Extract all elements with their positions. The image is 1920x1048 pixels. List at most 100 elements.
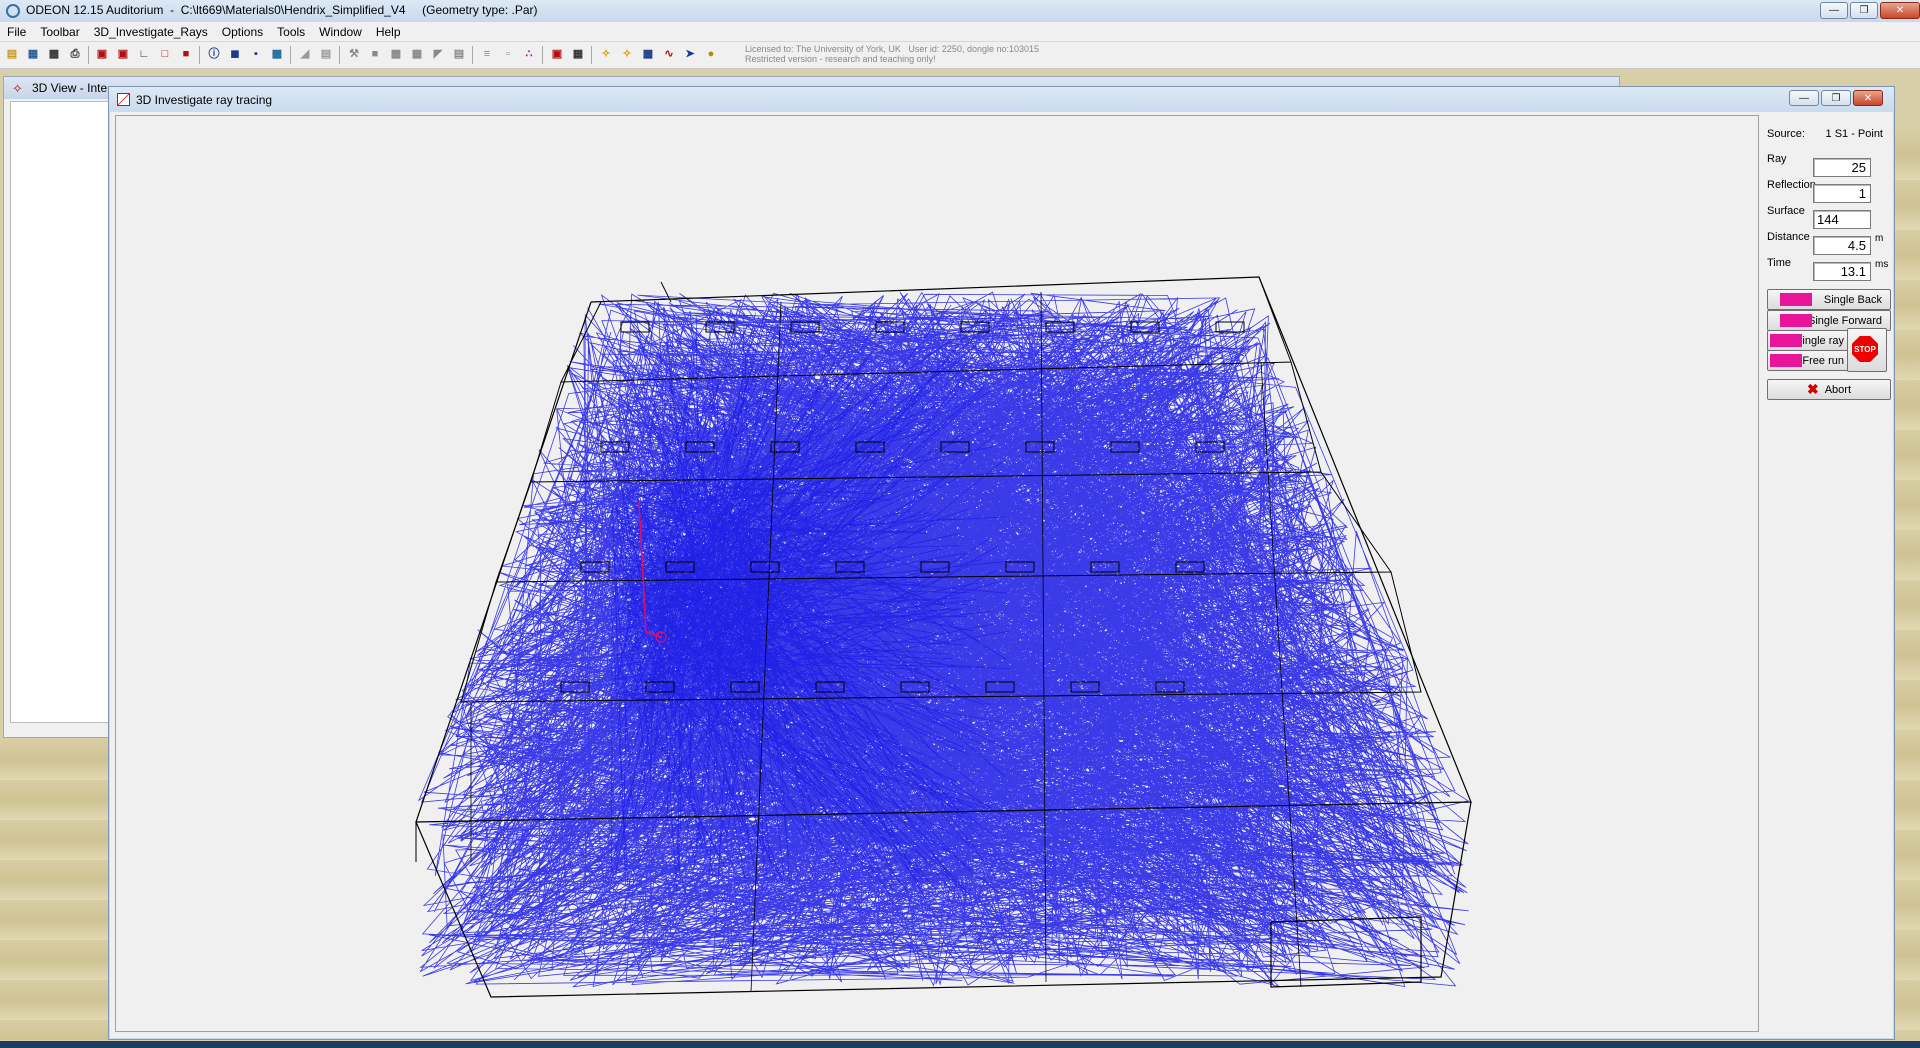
menu-bar: File Toolbar 3D_Investigate_Rays Options Too… <box>0 22 1920 42</box>
taskbar <box>0 1041 1920 1048</box>
distance-unit: m <box>1875 233 1884 244</box>
window-controls: — ❐ ✕ <box>1820 2 1920 19</box>
license-line-2: Restricted version - research and teachi… <box>745 54 936 64</box>
open-folder-icon[interactable]: ▤ <box>6 48 18 60</box>
time-field: 13.1 <box>1813 262 1871 281</box>
close-button[interactable]: ✕ <box>1880 2 1920 19</box>
arrow-right-icon <box>1780 314 1812 327</box>
grid-response-icon[interactable]: ■ <box>371 48 379 60</box>
3d-reflector-icon[interactable]: ▩ <box>642 48 654 60</box>
app-title: ODEON 12.15 Auditorium - C:\lt669\Materi… <box>26 3 538 17</box>
reflection-input[interactable]: 1 <box>1813 184 1871 203</box>
energy-icon[interactable]: ▫ <box>506 48 510 60</box>
single-ray-button[interactable]: Single ray <box>1767 330 1853 351</box>
license-notice: Licensed to: The University of York, UK … <box>745 44 1039 64</box>
license-line-1: Licensed to: The University of York, UK … <box>745 44 1040 54</box>
odeon-app-icon[interactable] <box>6 4 20 18</box>
menu-tools[interactable]: Tools <box>277 25 306 39</box>
ray-tracing-viewport[interactable] <box>115 115 1759 1032</box>
open-room-icon[interactable]: ▦ <box>27 48 39 60</box>
room-setup-icon[interactable]: ▣ <box>551 48 563 60</box>
main-maximize-button[interactable]: ❐ <box>1821 90 1851 106</box>
source-label: Source: <box>1767 128 1805 140</box>
background-window-body <box>10 101 112 723</box>
abort-x-icon: ✖ <box>1806 381 1819 397</box>
main-close-button[interactable]: ✕ <box>1853 90 1883 106</box>
source-receiver-icon[interactable]: ▪ <box>254 48 258 60</box>
geometry-icon[interactable]: ■ <box>182 48 190 60</box>
single-forward-button[interactable]: Single Forward <box>1767 310 1891 331</box>
print-icon[interactable]: ⎙ <box>70 48 80 60</box>
info-icon[interactable]: ⓘ <box>208 48 220 60</box>
toolbar-separator <box>591 46 592 64</box>
reflectogram-icon[interactable]: ▤ <box>453 48 465 60</box>
stop-sign-icon: STOP <box>1852 336 1878 362</box>
distance-field: 4.5 <box>1813 236 1871 255</box>
menu-file[interactable]: File <box>7 25 27 39</box>
main-minimize-button[interactable]: — <box>1789 90 1819 106</box>
ray-tracing-scene <box>415 276 1472 998</box>
point-response-icon[interactable]: ▩ <box>390 48 402 60</box>
decay-curve-icon[interactable]: ◤ <box>433 48 443 60</box>
menu-window[interactable]: Window <box>319 25 362 39</box>
single-forward-label: Single Forward <box>1808 314 1882 327</box>
tools-icon[interactable]: ⚒ <box>349 48 359 60</box>
distance-label: Distance <box>1767 231 1810 243</box>
receiver-icon[interactable]: ➤ <box>685 48 695 60</box>
toolbar-separator <box>472 46 473 64</box>
menu-options[interactable]: Options <box>221 25 264 39</box>
multi-point-icon[interactable]: ▦ <box>411 48 423 60</box>
background-window-title: 3D View - Inte <box>32 81 108 95</box>
loudspeaker-icon[interactable]: ◢ <box>300 48 310 60</box>
ray-input[interactable]: 25 <box>1813 158 1871 177</box>
reflection-order-icon[interactable]: ≡ <box>483 48 491 60</box>
view-3d-icon[interactable]: ▣ <box>96 48 108 60</box>
surface-label: Surface <box>1767 205 1805 217</box>
toolbar-separator <box>290 46 291 64</box>
time-unit: ms <box>1875 259 1889 270</box>
ray-tracing-icon <box>117 93 130 106</box>
materials-icon[interactable]: ◼ <box>230 48 240 60</box>
app-title-bar: ODEON 12.15 Auditorium - C:\lt669\Materi… <box>0 0 1920 23</box>
free-run-label: Free run <box>1802 354 1844 367</box>
single-ray-label: Single ray <box>1795 334 1844 347</box>
lightbulb-icon[interactable]: ● <box>707 48 715 60</box>
toolbar: ▤ ▦ ▩ ⎙ ▣ ▣ ∟ □ ■ ⓘ ◼ ▪ ▩ ◢ ▤ ⚒ ■ ▩ ▦ ◤ … <box>0 42 1920 69</box>
main-window-title-bar[interactable]: 3D Investigate ray tracing — ❐ ✕ <box>109 87 1894 112</box>
zigzag-ray-icon <box>1770 334 1802 347</box>
scatter-icon[interactable]: ∴ <box>525 48 533 60</box>
menu-3d-investigate-rays[interactable]: 3D_Investigate_Rays <box>93 25 208 39</box>
investigate-ray-tracing-window: 3D Investigate ray tracing — ❐ ✕ Source:… <box>108 86 1895 1040</box>
time-label: Time <box>1767 257 1792 269</box>
single-back-button[interactable]: Single Back <box>1767 289 1891 310</box>
room-wireframe <box>415 276 1472 998</box>
toolbar-separator <box>542 46 543 64</box>
main-window-controls: — ❐ ✕ <box>1789 90 1883 106</box>
ray-paths <box>417 291 1470 988</box>
wave-icon[interactable]: ∿ <box>664 48 674 60</box>
3d-view-icon: ✧ <box>12 81 23 96</box>
desktop-background <box>0 740 110 1040</box>
abort-button[interactable]: ✖ Abort <box>1767 379 1891 400</box>
abort-label: Abort <box>1824 383 1852 396</box>
free-run-button[interactable]: Free run <box>1767 350 1853 371</box>
single-back-label: Single Back <box>1823 293 1882 306</box>
investigate-rays-icon[interactable]: □ <box>161 48 169 60</box>
room-table-icon[interactable]: ▦ <box>572 48 584 60</box>
grid-icon[interactable]: ∟ <box>138 48 150 60</box>
investigate-rays-3d-icon[interactable]: ✧ <box>601 48 611 60</box>
minimize-button[interactable]: — <box>1820 2 1848 19</box>
menu-toolbar[interactable]: Toolbar <box>40 25 80 39</box>
reflection-label: Reflection <box>1767 179 1816 191</box>
job-list-icon[interactable]: ▩ <box>271 48 283 60</box>
view-3d-open-gl-icon[interactable]: ▣ <box>117 48 129 60</box>
ray-label: Ray <box>1767 153 1787 165</box>
stop-button[interactable]: STOP <box>1847 328 1887 372</box>
menu-help[interactable]: Help <box>375 25 401 39</box>
arrow-left-icon <box>1780 293 1812 306</box>
open-file-icon[interactable]: ▩ <box>48 48 60 60</box>
restore-button[interactable]: ❐ <box>1850 2 1878 19</box>
surface-field: 144 <box>1813 210 1871 229</box>
auralisation-icon[interactable]: ▤ <box>320 48 332 60</box>
3d-billiard-icon[interactable]: ✧ <box>622 48 632 60</box>
